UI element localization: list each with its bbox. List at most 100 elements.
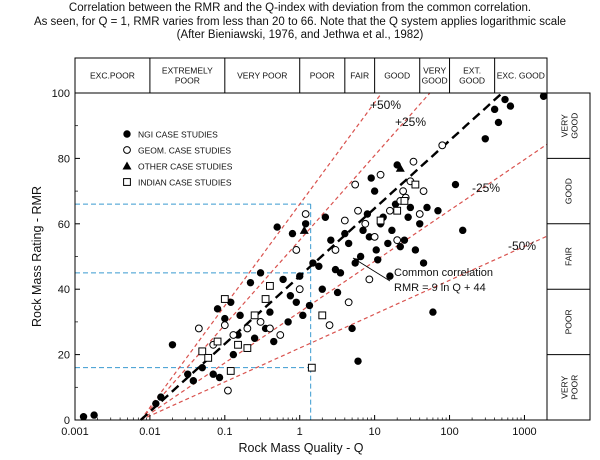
ngi-case-studies-point: [434, 207, 442, 215]
indian-case-studies-point: [243, 344, 252, 352]
ngi-case-studies-point: [215, 373, 224, 382]
geom-case-studies-point: [243, 324, 252, 333]
x-tick-label: 100: [440, 426, 458, 438]
ngi-case-studies-point: [336, 269, 345, 277]
ngi-case-studies-point: [370, 187, 379, 195]
geom-case-studies-point: [331, 246, 340, 254]
x-tick-label: 1000: [512, 426, 536, 438]
ngi-case-studies-point: [256, 269, 265, 277]
ngi-case-studies-point: [301, 220, 310, 228]
geom-case-studies-point: [295, 285, 304, 294]
geom-case-studies-point: [344, 298, 353, 307]
ngi-case-studies-point: [354, 357, 362, 365]
ngi-case-studies-point: [419, 259, 428, 267]
title-line-3: (After Bieniawski, 1976, and Jethwa et a…: [176, 29, 424, 41]
indian-case-studies-point: [376, 216, 385, 225]
deviation-label: -25%: [472, 181, 500, 195]
geom-case-studies-point: [351, 180, 360, 189]
ngi-case-studies-point: [406, 203, 415, 212]
correlation-pointer-arrowhead: [353, 258, 360, 263]
geom-case-studies-point: [194, 324, 203, 333]
legend-geom-case-studies-label: GEOM. CASE STUDIES: [138, 146, 231, 156]
y-tick-label: 20: [58, 350, 70, 362]
ngi-case-studies-point: [359, 226, 367, 235]
ngi-case-studies-point: [363, 210, 372, 218]
ngi-case-studies-point: [327, 236, 335, 244]
deviation-line: [140, 92, 431, 421]
q-class-label: GOOD: [384, 71, 410, 81]
indian-case-studies-point: [250, 311, 259, 320]
geom-case-studies-point: [354, 206, 362, 215]
geom-case-studies-point: [229, 331, 238, 339]
indian-case-studies-point: [234, 340, 242, 349]
x-tick-label: 0.01: [139, 426, 160, 438]
geom-case-studies-point: [365, 275, 374, 284]
legend-geom-case-studies-marker: [123, 146, 131, 154]
ngi-case-studies-point: [288, 229, 297, 238]
ngi-case-studies-point: [318, 285, 326, 293]
rmr-class-label: GOOD: [564, 178, 574, 204]
geom-case-studies-point: [419, 187, 428, 196]
ngi-case-studies-point: [400, 236, 409, 244]
ngi-case-studies-point: [374, 256, 382, 264]
indian-case-studies-point: [318, 311, 327, 320]
ngi-case-studies-point: [279, 275, 287, 284]
geom-case-studies-point: [224, 386, 232, 395]
x-tick-label: 0.1: [217, 426, 232, 438]
ngi-case-studies-point: [227, 298, 235, 306]
ngi-case-studies-point: [229, 350, 238, 359]
ngi-case-studies-point: [365, 233, 374, 241]
indian-case-studies-point: [204, 353, 213, 362]
indian-case-studies-point: [261, 295, 270, 303]
legend-other-case-studies-label: OTHER CASE STUDIES: [138, 162, 233, 172]
ngi-case-studies-point: [501, 95, 509, 104]
title-line-1: Correlation between the RMR and the Q-in…: [68, 2, 532, 14]
ngi-case-studies-point: [273, 223, 281, 231]
deviation-label: -50%: [508, 239, 536, 253]
q-class-label: VERY GOOD: [422, 66, 448, 86]
ngi-case-studies-point: [341, 229, 349, 238]
deviation-line: [140, 143, 548, 421]
ngi-case-studies-point: [396, 242, 404, 251]
ngi-case-studies-point: [305, 301, 314, 310]
indian-case-studies-point: [393, 206, 402, 215]
indian-case-studies-point: [226, 367, 235, 375]
geom-case-studies-point: [256, 318, 265, 326]
correlation-equation: RMR = 9 ln Q + 44: [394, 282, 486, 294]
geom-case-studies-point: [370, 232, 379, 241]
ngi-case-studies-point: [309, 259, 317, 267]
ngi-case-studies-point: [299, 311, 307, 320]
geom-case-studies-point: [409, 157, 418, 166]
ngi-case-studies-point: [367, 174, 375, 182]
ngi-case-studies-point: [411, 246, 420, 254]
correlation-label: Common correlation: [394, 267, 493, 279]
ngi-case-studies-point: [284, 318, 292, 326]
ngi-case-studies-point: [198, 363, 206, 372]
deviation-line: [140, 235, 548, 421]
ngi-case-studies-point: [157, 393, 165, 401]
ngi-case-studies-point: [333, 288, 342, 297]
q-class-label: FAIR: [350, 71, 369, 81]
y-tick-label: 80: [58, 153, 70, 165]
ngi-case-studies-point: [429, 308, 437, 316]
x-tick-label: 10: [369, 426, 381, 438]
ngi-case-studies-point: [386, 272, 394, 280]
indian-case-studies-point: [266, 282, 274, 290]
ngi-case-studies-point: [236, 311, 244, 320]
ngi-case-studies-point: [189, 377, 198, 385]
x-tick-label: 1: [297, 426, 303, 438]
ngi-case-studies-point: [270, 337, 278, 346]
indian-case-studies-point: [400, 197, 409, 205]
ngi-case-studies-point: [209, 370, 217, 378]
ngi-case-studies-point: [348, 324, 356, 333]
ngi-case-studies-point: [152, 399, 160, 408]
other-case-studies-point: [299, 225, 309, 234]
geom-case-studies-point: [399, 187, 408, 196]
ngi-case-studies-point: [168, 341, 177, 349]
geom-case-studies-point: [220, 321, 229, 330]
ngi-case-studies-point: [451, 180, 460, 189]
indian-case-studies-point: [307, 363, 316, 372]
correlation-pointer-line: [352, 257, 391, 282]
geom-case-studies-point: [376, 170, 385, 179]
